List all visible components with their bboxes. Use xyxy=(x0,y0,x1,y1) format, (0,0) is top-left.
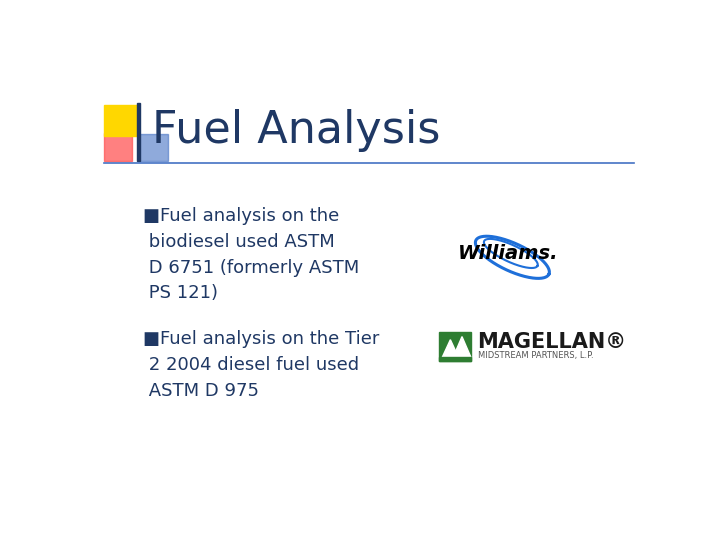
Text: Williams.: Williams. xyxy=(458,244,559,263)
Polygon shape xyxy=(453,336,472,358)
Bar xyxy=(438,332,472,361)
Text: ■Fuel analysis on the
 biodiesel used ASTM
 D 6751 (formerly ASTM
 PS 121): ■Fuel analysis on the biodiesel used AST… xyxy=(143,207,359,302)
Bar xyxy=(137,103,140,161)
Text: MAGELLAN®: MAGELLAN® xyxy=(477,332,626,352)
Text: MIDSTREAM PARTNERS, L.P.: MIDSTREAM PARTNERS, L.P. xyxy=(477,351,593,360)
Bar xyxy=(138,134,168,161)
Bar xyxy=(104,105,138,136)
Bar xyxy=(104,133,132,161)
Bar xyxy=(438,356,472,361)
Polygon shape xyxy=(442,340,459,358)
Text: ■Fuel analysis on the Tier
 2 2004 diesel fuel used
 ASTM D 975: ■Fuel analysis on the Tier 2 2004 diesel… xyxy=(143,330,379,400)
Text: Fuel Analysis: Fuel Analysis xyxy=(152,109,441,152)
